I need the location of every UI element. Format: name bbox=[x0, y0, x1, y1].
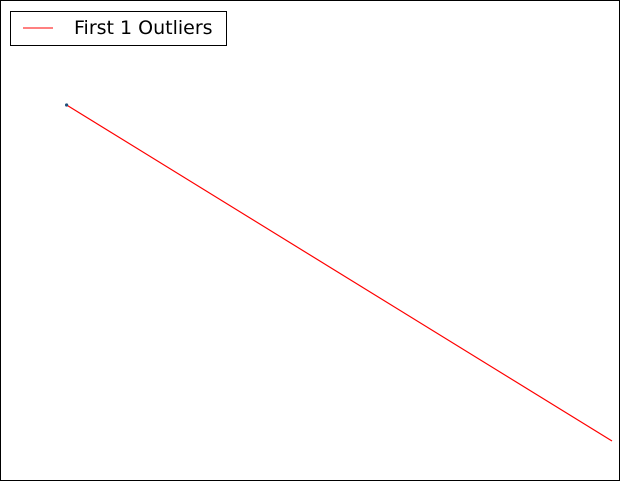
legend: First 1 Outliers bbox=[10, 11, 227, 46]
series-line-0 bbox=[66, 104, 613, 442]
legend-label: First 1 Outliers bbox=[74, 17, 213, 39]
plot-area bbox=[65, 103, 613, 442]
data-point-0 bbox=[65, 103, 69, 107]
